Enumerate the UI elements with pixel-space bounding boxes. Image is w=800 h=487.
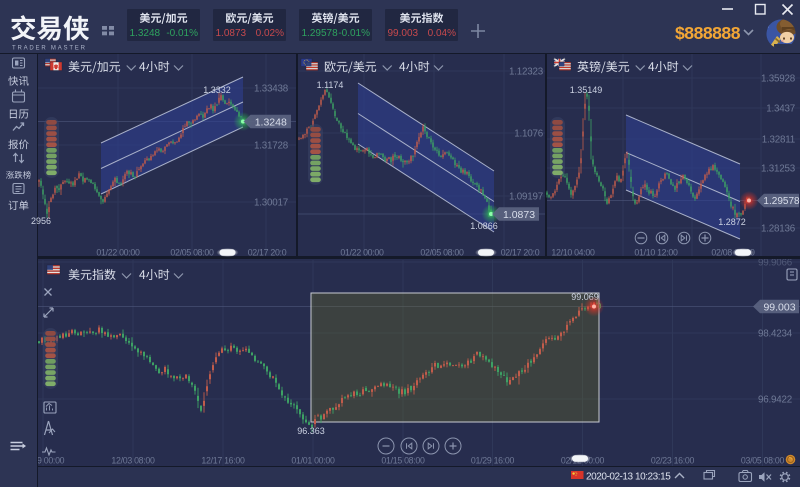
svg-text:96.363: 96.363 xyxy=(297,426,325,436)
svg-text:1.35149: 1.35149 xyxy=(570,85,603,95)
svg-text:1.35928: 1.35928 xyxy=(761,73,796,84)
svg-text:02/05 08:00: 02/05 08:00 xyxy=(420,247,464,257)
svg-text:01/22 00:00: 01/22 00:00 xyxy=(96,247,140,257)
svg-text:1.31728: 1.31728 xyxy=(254,140,289,151)
svg-text:1.1076: 1.1076 xyxy=(514,128,544,139)
svg-text:0.02%: 0.02% xyxy=(256,28,284,39)
svg-text:1.12323: 1.12323 xyxy=(509,66,544,77)
svg-text:01/22 00:00: 01/22 00:00 xyxy=(340,247,384,257)
svg-text:11/19 00:00: 11/19 00:00 xyxy=(22,456,65,466)
svg-text:12/03 08:00: 12/03 08:00 xyxy=(111,456,155,466)
svg-text:1.29578: 1.29578 xyxy=(763,196,800,207)
svg-text:2020-02-13 10:23:15: 2020-02-13 10:23:15 xyxy=(586,472,671,483)
svg-text:1.0873: 1.0873 xyxy=(503,209,535,221)
svg-text:TRADER MASTER: TRADER MASTER xyxy=(12,46,87,52)
svg-text:02/17 20:0: 02/17 20:0 xyxy=(248,247,287,257)
svg-text:01/15 08:00: 01/15 08:00 xyxy=(381,456,425,466)
svg-text:1.3437: 1.3437 xyxy=(766,103,795,114)
svg-text:1.29578: 1.29578 xyxy=(302,28,339,39)
svg-text:12/10 04:00: 12/10 04:00 xyxy=(551,247,595,257)
svg-text:1.09197: 1.09197 xyxy=(509,191,543,202)
svg-text:12/17 16:00: 12/17 16:00 xyxy=(201,456,245,466)
svg-text:1.33438: 1.33438 xyxy=(254,83,289,94)
svg-text:-0.01%: -0.01% xyxy=(166,28,198,39)
svg-text:02/05 08:00: 02/05 08:00 xyxy=(170,247,214,257)
svg-text:$888888: $888888 xyxy=(675,23,741,43)
svg-text:99.069: 99.069 xyxy=(571,292,599,302)
svg-text:1.1174: 1.1174 xyxy=(317,80,344,90)
svg-text:99.003: 99.003 xyxy=(763,301,795,313)
svg-text:1.2872: 1.2872 xyxy=(718,217,746,227)
svg-text:0.04%: 0.04% xyxy=(428,28,456,39)
svg-text:01/10 12:00: 01/10 12:00 xyxy=(634,247,678,257)
svg-text:98.4234: 98.4234 xyxy=(758,328,793,339)
svg-text:1.3248: 1.3248 xyxy=(255,116,287,128)
svg-text:02/23 16:00: 02/23 16:00 xyxy=(651,456,695,466)
svg-text:1.28136: 1.28136 xyxy=(761,223,796,234)
svg-text:1.0873: 1.0873 xyxy=(216,28,247,39)
svg-text:03/05 08:00: 03/05 08:00 xyxy=(741,456,785,466)
svg-text:2956: 2956 xyxy=(31,216,51,226)
svg-text:96.9422: 96.9422 xyxy=(758,394,792,405)
svg-text:01/01 00:00: 01/01 00:00 xyxy=(291,456,335,466)
svg-text:99.9066: 99.9066 xyxy=(758,257,793,268)
svg-text:1.0866: 1.0866 xyxy=(470,221,498,231)
svg-text:1.32811: 1.32811 xyxy=(762,134,795,145)
svg-text:1.3332: 1.3332 xyxy=(203,85,231,95)
svg-text:01/29 16:00: 01/29 16:00 xyxy=(471,456,515,466)
svg-text:1.30017: 1.30017 xyxy=(254,197,288,208)
svg-text:99.003: 99.003 xyxy=(388,28,419,39)
svg-text:-0.01%: -0.01% xyxy=(338,28,370,39)
svg-text:1.31253: 1.31253 xyxy=(761,163,796,174)
svg-text:02/17 20:0: 02/17 20:0 xyxy=(501,247,540,257)
svg-text:1.3248: 1.3248 xyxy=(130,28,161,39)
